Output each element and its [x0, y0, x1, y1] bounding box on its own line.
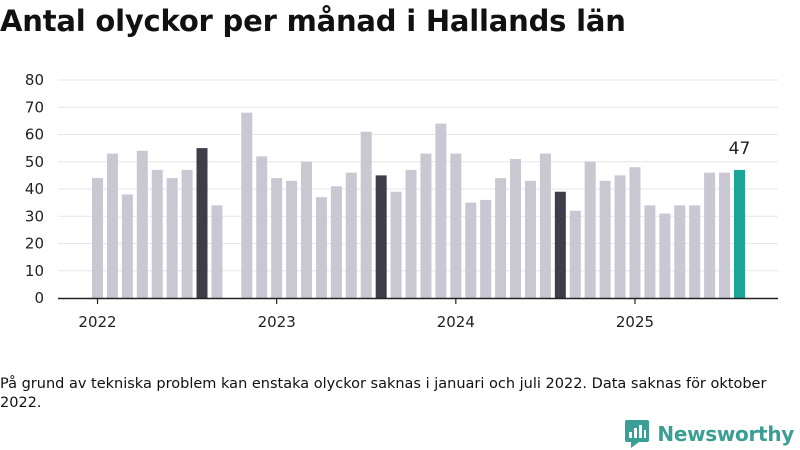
bar-2024-04: [495, 178, 507, 298]
bar-2023-09: [390, 191, 402, 298]
bar-2024-03: [480, 199, 492, 298]
bar-2022-08: [196, 148, 208, 298]
bar-2023-05: [330, 186, 342, 298]
brand-name: Newsworthy: [657, 422, 794, 446]
x-axis-ticks: 2022 2023 2024 2025: [78, 298, 654, 331]
bar-2022-05: [151, 169, 163, 298]
data-label-2025-08: 47: [729, 139, 751, 159]
bar-2023-02: [286, 180, 298, 298]
bar-2022-02: [106, 153, 118, 298]
bar-2024-10: [584, 161, 596, 298]
bar-2023-12: [435, 123, 447, 298]
bar-2024-07: [539, 153, 551, 298]
y-tick-label: 40: [25, 180, 44, 198]
bar-2022-07: [181, 169, 193, 298]
newsworthy-logo-icon: [625, 420, 650, 448]
bar-2024-12: [614, 175, 626, 298]
x-tick-label-2024: 2024: [437, 313, 475, 331]
x-tick-label-2022: 2022: [78, 313, 116, 331]
grid-lines: [58, 79, 778, 272]
bar-2022-03: [121, 194, 133, 298]
bar-2023-04: [315, 197, 327, 298]
bar-2023-10: [405, 169, 417, 298]
chart-title: Antal olyckor per månad i Hallands län: [0, 4, 626, 38]
bar-2025-04: [674, 205, 686, 298]
y-tick-label: 10: [25, 262, 44, 280]
bar-2022-06: [166, 178, 178, 298]
y-tick-label: 30: [25, 207, 44, 225]
bar-2023-01: [271, 178, 283, 298]
y-tick-label: 50: [25, 153, 44, 171]
brand-logo: Newsworthy: [625, 420, 794, 448]
bar-2023-08: [375, 175, 387, 298]
y-tick-label: 70: [25, 98, 44, 116]
bar-2024-09: [569, 210, 581, 298]
y-tick-label: 20: [25, 235, 44, 253]
bar-2024-05: [510, 159, 522, 298]
x-tick-label-2023: 2023: [258, 313, 296, 331]
bar-2023-07: [360, 131, 372, 298]
bar-2025-01: [629, 167, 641, 298]
bar-chart: 0 10 20 30 40 50 60 70 80 2022 2023 2024 2025 47: [25, 71, 778, 331]
bar-2024-08: [554, 191, 566, 298]
bar-2025-07: [719, 172, 731, 298]
bar-2022-12: [256, 156, 268, 298]
bar-2023-06: [345, 172, 357, 298]
y-tick-label: 60: [25, 126, 44, 144]
bar-2023-03: [301, 161, 313, 298]
bar-2023-11: [420, 153, 432, 298]
bar-2024-11: [599, 180, 611, 298]
bar-2024-01: [450, 153, 462, 298]
footnote: På grund av tekniska problem kan enstaka…: [0, 376, 767, 411]
y-tick-label: 0: [34, 289, 44, 307]
bar-2025-05: [689, 205, 701, 298]
bar-2024-02: [465, 202, 477, 298]
bar-2022-04: [136, 150, 148, 298]
bar-2025-03: [659, 213, 671, 298]
bar-2022-01: [92, 178, 103, 298]
bars: [92, 112, 745, 298]
y-tick-label: 80: [25, 71, 44, 89]
bar-2025-02: [644, 205, 656, 298]
bar-2025-08: [733, 169, 745, 298]
bar-2024-06: [524, 180, 536, 298]
data-labels: 47: [729, 139, 751, 159]
bar-2025-06: [704, 172, 716, 298]
x-tick-label-2025: 2025: [616, 313, 654, 331]
bar-2022-09: [211, 205, 223, 298]
bar-2022-11: [241, 112, 253, 298]
y-axis-ticks: 0 10 20 30 40 50 60 70 80: [25, 71, 44, 307]
